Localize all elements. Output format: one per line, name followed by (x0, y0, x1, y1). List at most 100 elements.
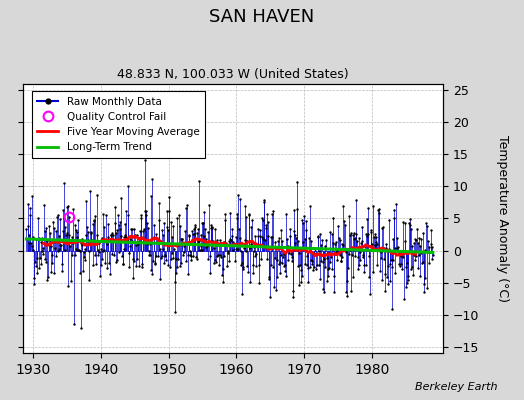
Point (211, 257, 219, 263)
Point (373, 241, 381, 248)
Point (400, 296, 408, 302)
Point (302, 262, 311, 268)
Point (368, 241, 377, 247)
Point (371, 231, 379, 237)
Point (96, 273, 104, 279)
Point (287, 258, 296, 264)
Point (168, 250, 176, 256)
Point (257, 215, 266, 221)
Point (248, 217, 256, 224)
Text: SAN HAVEN: SAN HAVEN (210, 8, 314, 26)
Point (61, 224, 69, 230)
Point (394, 248, 402, 254)
Point (220, 253, 228, 259)
Point (364, 231, 372, 237)
Point (360, 262, 368, 268)
Point (26, 204, 34, 211)
Point (104, 234, 112, 240)
Point (235, 226, 243, 232)
Point (23, 226, 31, 232)
Point (47, 268, 56, 275)
Point (283, 236, 291, 242)
Point (71, 227, 80, 233)
Point (49, 225, 58, 232)
Point (246, 245, 254, 251)
Point (285, 246, 293, 253)
Point (391, 245, 399, 252)
Point (171, 279, 179, 285)
Point (394, 244, 402, 250)
Point (89, 262, 97, 268)
Point (291, 240, 299, 247)
Point (57, 261, 66, 267)
Point (295, 250, 303, 256)
Point (406, 222, 414, 228)
Point (350, 236, 358, 242)
Point (252, 251, 260, 258)
Point (333, 247, 342, 253)
Point (143, 241, 151, 248)
Point (26, 212, 35, 219)
Point (86, 229, 95, 236)
Point (330, 289, 338, 295)
Point (75, 246, 83, 253)
Point (164, 227, 172, 234)
Point (387, 306, 396, 312)
Point (239, 266, 247, 272)
Point (180, 241, 189, 247)
Point (234, 192, 242, 198)
Point (140, 157, 149, 164)
Point (316, 276, 324, 282)
Point (298, 272, 306, 279)
Point (41, 224, 50, 231)
Point (136, 214, 145, 221)
Point (424, 248, 432, 255)
Point (27, 240, 35, 246)
Point (405, 220, 413, 226)
Point (119, 261, 127, 268)
Point (79, 268, 87, 274)
Point (254, 233, 262, 239)
Point (160, 260, 169, 266)
Point (397, 260, 406, 267)
Point (427, 241, 435, 248)
Point (113, 227, 122, 234)
Point (294, 263, 302, 269)
Point (233, 215, 242, 222)
Point (426, 248, 434, 255)
Point (52, 228, 61, 234)
Point (45, 223, 53, 229)
Point (203, 243, 211, 249)
Point (263, 255, 271, 262)
Point (329, 215, 337, 221)
Point (352, 197, 360, 204)
Point (308, 258, 316, 264)
Point (170, 308, 179, 315)
Point (307, 257, 315, 263)
Point (154, 239, 162, 245)
Point (386, 278, 394, 284)
Point (403, 272, 412, 279)
Point (321, 243, 329, 249)
Point (244, 269, 252, 275)
Point (130, 226, 139, 233)
Point (69, 206, 77, 212)
Point (146, 252, 154, 258)
Point (232, 246, 240, 252)
Point (386, 260, 395, 267)
Point (333, 257, 341, 263)
Point (408, 264, 416, 270)
Point (88, 236, 96, 243)
Point (413, 265, 422, 272)
Point (187, 253, 195, 260)
Point (370, 234, 378, 240)
Point (142, 212, 150, 219)
Point (300, 213, 308, 220)
Point (412, 236, 420, 243)
Point (179, 242, 188, 249)
Point (71, 222, 79, 229)
Point (251, 233, 259, 239)
Point (267, 234, 275, 240)
Point (381, 241, 390, 247)
Point (188, 228, 196, 234)
